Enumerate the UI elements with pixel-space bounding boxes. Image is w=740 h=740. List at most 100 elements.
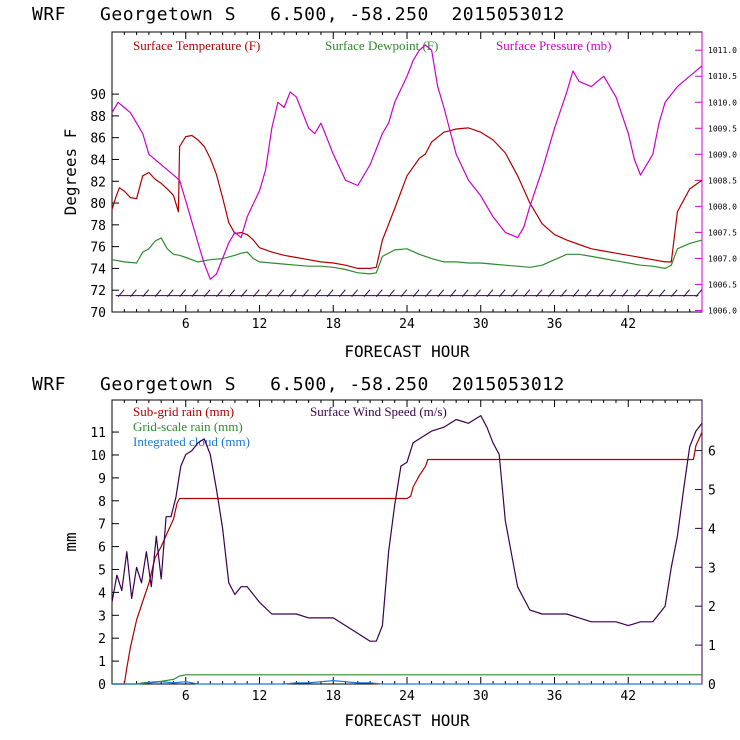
y-tick-label: 90 [90,88,106,103]
x-tick-label: 18 [325,317,341,332]
y-tick-label: 10 [90,449,106,464]
y2-tick-label: 0 [708,678,716,693]
wind-barb [584,289,592,297]
y2-tick-label: 6 [708,445,716,460]
x-axis-label: FORECAST HOUR [344,342,470,361]
temperature-pressure-chart: WRF Georgetown S 6.500, -58.250 20150530… [32,4,737,361]
plot-frame [111,31,703,313]
wind-barb [425,289,432,297]
chart-title: WRF Georgetown S 6.500, -58.250 20150530… [32,4,565,25]
y2-tick-label: 1006.5 [708,280,737,289]
y2-tick-label: 1 [708,639,716,654]
series-line-surface-pressure-mb [111,44,703,280]
wind-barb [216,289,223,297]
y-tick-label: 74 [90,262,106,277]
wind-barb [302,289,309,297]
x-tick-label: 12 [252,317,268,332]
wind-barb [597,289,604,297]
wind-barb [437,289,445,297]
legend-surface-wind-speed: Surface Wind Speed (m/s) [310,404,447,419]
wind-barb [191,289,199,297]
y2-tick-label: 1010.5 [708,72,737,81]
wind-barb [572,289,580,297]
y-tick-label: 6 [98,541,106,556]
legend-grid-scale-rain: Grid-scale rain (mm) [133,419,243,434]
x-tick-label: 6 [182,689,190,704]
y-tick-label: 84 [90,153,106,168]
y2-tick-label: 3 [708,561,716,576]
y2-tick-label: 1006.0 [708,306,737,315]
y-tick-label: 78 [90,219,106,234]
y-tick-label: 8 [98,495,106,510]
y-tick-label: 11 [90,426,106,441]
wind-barb [277,289,285,297]
legend: Sub-grid rain (mm) Grid-scale rain (mm) … [133,404,447,449]
y-tick-label: 80 [90,197,106,212]
wind-barb [326,289,334,297]
wind-barb [683,289,690,297]
y-tick-label: 82 [90,175,106,190]
wind-barb [240,289,248,297]
y2-tick-label: 1008.0 [708,202,737,211]
y2-tick-label: 1008.5 [708,176,737,185]
y2-tick-label: 1007.5 [708,228,737,237]
wind-barb [498,289,506,297]
wind-barb [166,289,174,297]
x-tick-label: 24 [399,689,415,704]
wind-barb [375,289,383,297]
x-tick-label: 24 [399,317,415,332]
wind-barb [646,289,654,297]
wind-barb [179,289,186,297]
y-tick-label: 88 [90,110,106,125]
wind-barb [511,289,518,297]
x-tick-label: 30 [473,689,489,704]
x-tick-label: 6 [182,317,190,332]
wind-barb [117,289,125,297]
y2-tick-label: 1009.0 [708,150,737,159]
y-tick-label: 3 [98,609,106,624]
x-tick-label: 42 [620,317,636,332]
rain-wind-chart: WRF Georgetown S 6.500, -58.250 20150530… [32,374,716,730]
y-tick-label: 4 [98,586,106,601]
wind-barb [609,289,617,297]
wind-barb [621,289,629,297]
wind-barb [547,289,555,297]
y-tick-label: 2 [98,632,106,647]
y-axis-label: mm [61,532,80,551]
wind-barb [388,289,395,297]
y-tick-label: 9 [98,472,106,487]
y-tick-label: 70 [90,306,106,321]
chart-title: WRF Georgetown S 6.500, -58.250 20150530… [32,374,565,395]
wind-barb [658,289,666,297]
legend-sub-grid-rain: Sub-grid rain (mm) [133,404,234,419]
series-line-integrated-cloud-mm [112,679,702,685]
series-line-surface-wind-speed-m-s [111,415,703,642]
legend-surface-temperature: Surface Temperature (F) [133,38,260,53]
series-line-surface-temperature-f [111,127,703,269]
wind-barb [265,289,273,297]
y-axis-label: Degrees F [61,129,80,216]
y-tick-label: 76 [90,241,106,256]
wind-barb [560,289,568,297]
wind-barb [203,289,211,297]
x-tick-label: 12 [252,689,268,704]
x-tick-label: 30 [473,317,489,332]
x-tick-label: 36 [547,689,563,704]
legend: Surface Temperature (F) Surface Dewpoint… [133,38,612,53]
y-tick-label: 7 [98,518,106,533]
y2-tick-label: 1009.5 [708,124,737,133]
series-line-surface-dewpoint-f [111,237,703,275]
wind-barb [363,289,371,297]
wind-barb [142,289,150,297]
wind-barb [289,289,297,297]
x-tick-label: 36 [547,317,563,332]
y-tick-label: 1 [98,655,106,670]
wind-barb [449,289,457,297]
y2-tick-label: 1011.0 [708,46,737,55]
y2-tick-label: 1007.0 [708,254,737,263]
legend-surface-pressure: Surface Pressure (mb) [496,38,612,53]
y-tick-label: 72 [90,284,106,299]
wind-barb [351,289,359,297]
wind-barb [486,289,494,297]
legend-surface-dewpoint: Surface Dewpoint (F) [325,38,438,53]
